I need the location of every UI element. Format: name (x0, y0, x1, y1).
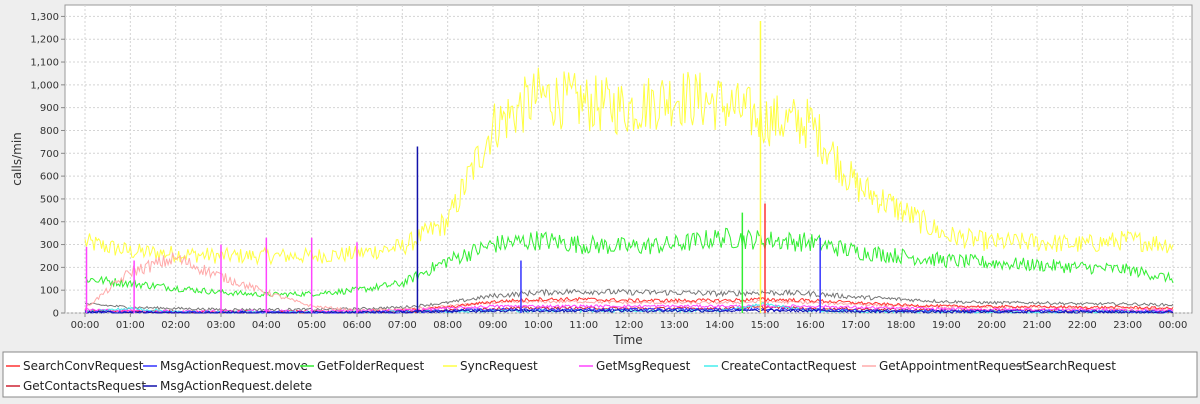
x-tick-label: 00:00 (1159, 320, 1188, 331)
y-tick-label: 900 (40, 103, 59, 114)
x-tick-label: 11:00 (569, 320, 598, 331)
legend-label: GetFolderRequest (317, 359, 425, 373)
x-tick-label: 23:00 (1113, 320, 1142, 331)
legend-label: SearchConvRequest (23, 359, 144, 373)
x-tick-label: 14:00 (705, 320, 734, 331)
series-lines (84, 20, 1174, 314)
y-tick-label: 1,000 (30, 80, 59, 91)
x-tick-label: 01:00 (116, 320, 145, 331)
x-tick-label: 15:00 (751, 320, 780, 331)
x-tick-label: 19:00 (932, 320, 961, 331)
x-tick-label: 07:00 (388, 320, 417, 331)
x-tick-label: 00:00 (71, 320, 100, 331)
legend-label: GetContactsRequest (23, 379, 146, 393)
y-tick-label: 600 (40, 172, 59, 183)
legend-label: CreateContactRequest (721, 359, 857, 373)
legend-box (2, 351, 1198, 398)
legend-label: SyncRequest (460, 359, 538, 373)
legend-label: GetAppointmentRequest (879, 359, 1027, 373)
x-tick-label: 13:00 (660, 320, 689, 331)
x-tick-label: 12:00 (615, 320, 644, 331)
x-tick-label: 02:00 (161, 320, 190, 331)
y-tick-label: 200 (40, 263, 59, 274)
legend-label: MsgActionRequest.move (160, 359, 308, 373)
y-tick-label: 500 (40, 194, 59, 205)
x-tick-label: 03:00 (207, 320, 236, 331)
y-tick-label: 1,300 (30, 12, 59, 23)
x-tick-label: 10:00 (524, 320, 553, 331)
y-tick-label: 0 (53, 309, 59, 320)
y-tick-label: 300 (40, 240, 59, 251)
x-tick-label: 09:00 (479, 320, 508, 331)
x-tick-label: 08:00 (433, 320, 462, 331)
y-tick-label: 1,200 (30, 35, 59, 46)
y-axis-label: calls/min (10, 132, 24, 186)
x-axis-label: Time (612, 333, 642, 347)
axes: 0 100 200 300 400 500 600 700 800 900 1,000 1,100 1,… (30, 12, 1187, 331)
y-tick-label: 400 (40, 217, 59, 228)
legend-label: MsgActionRequest.delete (160, 379, 312, 393)
x-tick-label: 16:00 (796, 320, 825, 331)
x-tick-label: 17:00 (841, 320, 870, 331)
x-tick-label: 04:00 (252, 320, 281, 331)
y-tick-label: 800 (40, 126, 59, 137)
x-tick-label: 21:00 (1023, 320, 1052, 331)
x-tick-label: 06:00 (343, 320, 372, 331)
y-tick-label: 100 (40, 286, 59, 297)
x-tick-label: 05:00 (297, 320, 326, 331)
x-tick-label: 22:00 (1068, 320, 1097, 331)
x-tick-label: 20:00 (977, 320, 1006, 331)
x-tick-label: 18:00 (887, 320, 916, 331)
y-tick-label: 1,100 (30, 58, 59, 69)
legend: SearchConvRequest MsgActionRequest.move Ge… (6, 359, 1116, 393)
legend-label: SearchRequest (1026, 359, 1116, 373)
y-tick-label: 700 (40, 149, 59, 160)
legend-label: GetMsgRequest (596, 359, 691, 373)
